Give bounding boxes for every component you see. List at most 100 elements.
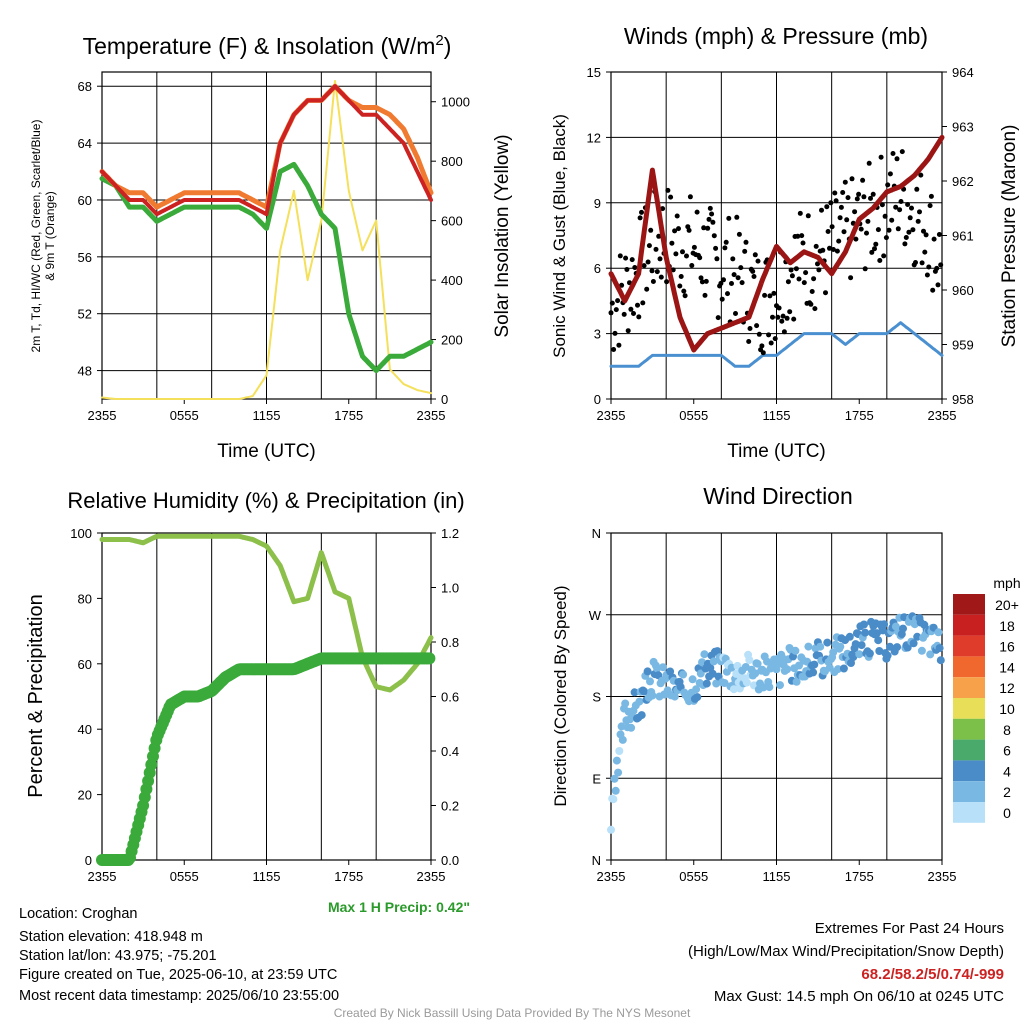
gust-point (844, 217, 850, 223)
colorbar-swatch (953, 677, 985, 698)
direction-point (851, 640, 860, 649)
x-tick-label: 1155 (763, 869, 791, 884)
x-tick-label: 2355 (597, 869, 626, 884)
gust-point (770, 314, 775, 320)
gust-point (616, 342, 622, 348)
gust-point (767, 293, 773, 299)
gust-point (629, 257, 635, 263)
gust-point (699, 279, 705, 285)
gust-point (866, 160, 872, 166)
y-axis-label: Percent & Precipitation (25, 594, 47, 797)
gust-point (619, 282, 625, 288)
colorbar-label: 8 (1003, 722, 1011, 738)
gust-point (865, 218, 871, 224)
gust-point (815, 261, 820, 267)
gust-point (656, 233, 662, 239)
gust-point (684, 253, 689, 259)
gust-point (870, 191, 876, 197)
gust-point (689, 263, 695, 268)
direction-point (791, 646, 800, 655)
x-tick-label: 1755 (845, 869, 874, 884)
direction-point (614, 768, 623, 777)
y-tick-label: 56 (78, 250, 92, 265)
gust-point (823, 290, 828, 296)
direction-point (609, 795, 618, 804)
x-tick-label: 2355 (597, 408, 626, 423)
direction-point (845, 632, 854, 641)
gust-point (687, 194, 693, 200)
gust-point (644, 286, 650, 292)
gust-point (893, 204, 899, 210)
direction-point (713, 647, 722, 656)
gust-point (898, 199, 904, 204)
gust-point (854, 196, 860, 202)
gust-point (796, 276, 802, 282)
direction-point (610, 774, 619, 783)
gust-point (668, 194, 674, 200)
gust-point (709, 211, 715, 217)
direction-point (849, 653, 858, 662)
gust-point (877, 258, 883, 263)
gust-point (868, 195, 873, 201)
gust-point (775, 314, 781, 320)
gust-point (640, 300, 646, 306)
gust-point (842, 179, 848, 185)
gust-point (789, 273, 795, 279)
gust-point (834, 248, 840, 254)
y-tick-label: 48 (78, 364, 92, 379)
gust-point (861, 194, 867, 200)
gust-point (645, 259, 651, 265)
created-text: Figure created on Tue, 2025-06-10, at 23… (19, 967, 338, 983)
x-axis-label: Time (UTC) (217, 441, 316, 462)
gust-point (678, 274, 684, 279)
colorbar-label: 14 (999, 659, 1015, 675)
gust-point (809, 289, 815, 294)
panel-4-title: Wind Direction (703, 483, 853, 509)
gust-point (878, 154, 884, 160)
gust-point (928, 193, 934, 199)
direction-point (709, 657, 718, 666)
gust-point (649, 268, 655, 274)
gust-point (836, 238, 842, 244)
direction-point (836, 642, 845, 651)
y2-axis-label: Solar Insolation (Yellow) (492, 134, 513, 337)
colorbar-title: mph (993, 575, 1020, 591)
gust-point (680, 249, 685, 255)
gust-point (909, 205, 914, 211)
title-superscript: 2 (435, 32, 443, 49)
colorbar-label: 20+ (995, 597, 1019, 613)
gust-point (930, 287, 936, 293)
title-text-end: ) (444, 33, 452, 59)
gust-point (827, 245, 832, 251)
direction-point (696, 669, 705, 678)
gust-point (882, 213, 888, 219)
gust-point (646, 243, 652, 249)
gust-point (730, 256, 736, 262)
direction-point (839, 664, 848, 673)
direction-point (745, 656, 754, 664)
x-tick-label: 2355 (88, 869, 117, 884)
extremes-title: Extremes For Past 24 Hours (814, 920, 1004, 937)
gust-point (812, 306, 818, 312)
direction-point (720, 679, 729, 687)
x-tick-label: 2355 (88, 408, 117, 423)
y2-tick-label: 959 (952, 338, 974, 353)
direction-point (792, 677, 801, 686)
gust-point (885, 182, 891, 188)
gust-point (635, 302, 640, 308)
gust-point (886, 227, 892, 233)
x-tick-label: 0555 (679, 408, 708, 423)
direction-point (618, 735, 627, 744)
y-tick-label: 20 (78, 788, 92, 803)
direction-point (936, 656, 945, 665)
direction-point (615, 747, 624, 755)
gust-point (672, 228, 678, 234)
gust-point (755, 258, 761, 264)
x-tick-label: 1755 (334, 408, 363, 423)
gust-point (754, 323, 760, 329)
y-tick-label: 100 (70, 526, 92, 541)
gust-point (621, 311, 627, 317)
gust-point (824, 204, 830, 210)
gust-point (657, 256, 663, 262)
